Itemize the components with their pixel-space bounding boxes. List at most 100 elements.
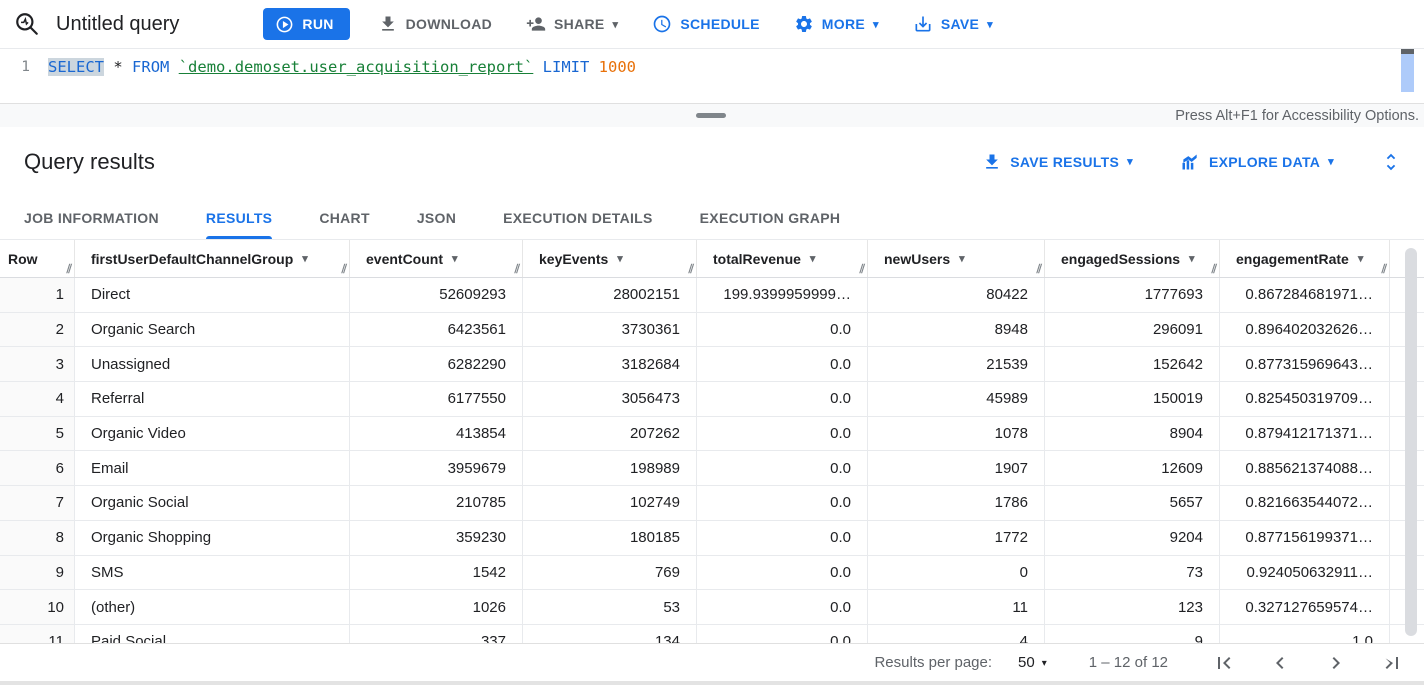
column-resize-handle-icon[interactable]: ⫽ [859, 262, 865, 276]
table-cell[interactable]: 28002151 [523, 278, 697, 312]
table-cell[interactable]: SMS [75, 555, 350, 590]
table-cell[interactable]: Organic Shopping [75, 520, 350, 555]
row-number-cell[interactable]: 1 [0, 278, 75, 312]
table-cell[interactable]: Direct [75, 278, 350, 312]
table-cell[interactable]: 0.0 [697, 382, 868, 416]
column-menu-icon[interactable]: ▾ [1357, 253, 1364, 265]
table-cell[interactable]: 0.0 [697, 624, 868, 643]
query-title[interactable]: Untitled query [56, 12, 180, 35]
table-cell[interactable]: 5657 [1045, 486, 1220, 520]
column-resize-handle-icon[interactable]: ⫽ [1211, 262, 1217, 276]
row-number-cell[interactable]: 2 [0, 312, 75, 347]
column-header-firstUserDefaultChannelGroup[interactable]: firstUserDefaultChannelGroup ▾ ⫽ [75, 240, 350, 277]
table-cell[interactable]: 210785 [350, 486, 523, 520]
page-size-select[interactable]: 50 ▾ [1018, 654, 1047, 671]
row-number-cell[interactable]: 9 [0, 555, 75, 590]
table-cell[interactable]: 0.924050632911… [1220, 555, 1390, 590]
tab-execution-graph[interactable]: EXECUTION GRAPH [699, 209, 841, 226]
column-resize-handle-icon[interactable]: ⫽ [66, 262, 72, 276]
table-cell[interactable]: Referral [75, 382, 350, 416]
schedule-button[interactable]: SCHEDULE [652, 14, 759, 34]
editor-scrollbar[interactable] [1401, 49, 1414, 95]
column-menu-icon[interactable]: ▾ [1189, 253, 1195, 265]
table-cell[interactable]: 1.0 [1220, 624, 1390, 643]
table-cell[interactable]: 4 [868, 624, 1045, 643]
table-cell[interactable]: 6423561 [350, 312, 523, 347]
panel-resize-handle[interactable] [696, 113, 726, 118]
column-menu-icon[interactable]: ▾ [302, 253, 308, 265]
table-cell[interactable]: 0.0 [697, 416, 868, 451]
column-header-totalRevenue[interactable]: totalRevenue ▾ ⫽ [697, 240, 868, 277]
table-cell[interactable]: 3182684 [523, 347, 697, 382]
table-cell[interactable]: 102749 [523, 486, 697, 520]
table-cell[interactable]: 3056473 [523, 382, 697, 416]
table-cell[interactable]: 296091 [1045, 312, 1220, 347]
more-button[interactable]: MORE ▾ [794, 14, 879, 34]
table-cell[interactable]: 1777693 [1045, 278, 1220, 312]
column-header-keyEvents[interactable]: keyEvents ▾ ⫽ [523, 240, 697, 277]
row-number-cell[interactable]: 8 [0, 520, 75, 555]
table-cell[interactable]: 0.0 [697, 555, 868, 590]
table-cell[interactable]: 0.821663544072… [1220, 486, 1390, 520]
column-menu-icon[interactable]: ▾ [959, 253, 965, 265]
save-button[interactable]: SAVE ▾ [913, 14, 993, 34]
first-page-button[interactable] [1212, 651, 1236, 675]
table-cell[interactable]: 73 [1045, 555, 1220, 590]
sql-table-link[interactable]: `demo.demoset.user_acquisition_report` [178, 58, 534, 76]
horizontal-scrollbar-track[interactable] [0, 681, 1424, 685]
table-cell[interactable]: 0.0 [697, 520, 868, 555]
table-cell[interactable]: 21539 [868, 347, 1045, 382]
table-cell[interactable]: 8904 [1045, 416, 1220, 451]
previous-page-button[interactable] [1268, 651, 1292, 675]
table-cell[interactable]: 0 [868, 555, 1045, 590]
table-cell[interactable]: 45989 [868, 382, 1045, 416]
column-resize-handle-icon[interactable]: ⫽ [1381, 262, 1387, 276]
expand-collapse-button[interactable] [1380, 151, 1402, 173]
table-cell[interactable]: Unassigned [75, 347, 350, 382]
table-cell[interactable]: 80422 [868, 278, 1045, 312]
table-cell[interactable]: 0.879412171371… [1220, 416, 1390, 451]
explore-data-button[interactable]: EXPLORE DATA ▾ [1179, 152, 1334, 172]
table-cell[interactable]: 0.0 [697, 312, 868, 347]
table-cell[interactable]: 6282290 [350, 347, 523, 382]
run-button[interactable]: RUN [263, 8, 350, 40]
column-header-Row[interactable]: Row ⫽ [0, 240, 75, 277]
table-cell[interactable]: 52609293 [350, 278, 523, 312]
column-header-eventCount[interactable]: eventCount ▾ ⫽ [350, 240, 523, 277]
table-cell[interactable]: 1078 [868, 416, 1045, 451]
table-cell[interactable]: 9204 [1045, 520, 1220, 555]
table-cell[interactable]: (other) [75, 590, 350, 624]
table-cell[interactable]: 337 [350, 624, 523, 643]
table-cell[interactable]: 207262 [523, 416, 697, 451]
download-button[interactable]: DOWNLOAD [378, 14, 492, 34]
table-cell[interactable]: 0.825450319709… [1220, 382, 1390, 416]
table-cell[interactable]: 1907 [868, 451, 1045, 486]
share-button[interactable]: SHARE ▾ [526, 14, 618, 34]
column-resize-handle-icon[interactable]: ⫽ [514, 262, 520, 276]
table-cell[interactable]: 0.885621374088… [1220, 451, 1390, 486]
table-vertical-scrollbar[interactable] [1405, 248, 1417, 636]
table-cell[interactable]: 180185 [523, 520, 697, 555]
column-header-newUsers[interactable]: newUsers ▾ ⫽ [868, 240, 1045, 277]
table-cell[interactable]: 53 [523, 590, 697, 624]
table-cell[interactable]: 134 [523, 624, 697, 643]
table-cell[interactable]: 123 [1045, 590, 1220, 624]
next-page-button[interactable] [1324, 651, 1348, 675]
table-cell[interactable]: 0.877315969643… [1220, 347, 1390, 382]
table-cell[interactable]: 150019 [1045, 382, 1220, 416]
table-cell[interactable]: 1542 [350, 555, 523, 590]
table-cell[interactable]: 3730361 [523, 312, 697, 347]
table-cell[interactable]: 8948 [868, 312, 1045, 347]
row-number-cell[interactable]: 3 [0, 347, 75, 382]
column-header-engagementRate[interactable]: engagementRate ▾ ⫽ [1220, 240, 1390, 277]
table-cell[interactable]: 199.9399959999… [697, 278, 868, 312]
table-cell[interactable]: 1772 [868, 520, 1045, 555]
table-cell[interactable]: 3959679 [350, 451, 523, 486]
table-cell[interactable]: 198989 [523, 451, 697, 486]
table-cell[interactable]: 0.0 [697, 486, 868, 520]
table-cell[interactable]: Paid Social [75, 624, 350, 643]
table-cell[interactable]: 0.867284681971… [1220, 278, 1390, 312]
table-cell[interactable]: 11 [868, 590, 1045, 624]
column-menu-icon[interactable]: ▾ [617, 253, 623, 265]
sql-code-line[interactable]: SELECT * FROM `demo.demoset.user_acquisi… [48, 58, 636, 76]
